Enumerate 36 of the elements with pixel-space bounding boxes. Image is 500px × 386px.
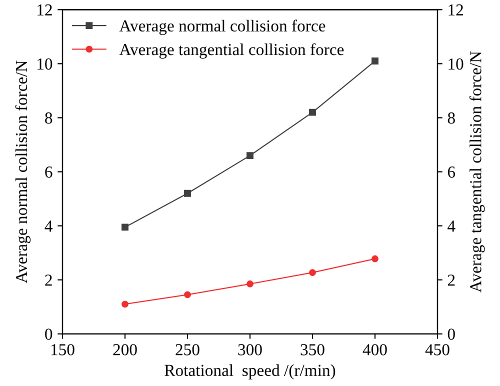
y-tick-label: 2 <box>45 274 52 286</box>
point <box>309 108 316 116</box>
y-tick-label: 10 <box>38 58 52 70</box>
y-axis-title: Average normal collision force/N <box>15 60 31 284</box>
x-tick-label: 300 <box>238 344 262 356</box>
point <box>372 58 378 64</box>
x-tick-label: 450 <box>425 344 450 356</box>
x-tick-label: 350 <box>300 344 324 356</box>
x-axis-title: Rotational speed /(r/min) <box>164 364 336 380</box>
point <box>246 280 254 288</box>
legend-label: Average normal collision force <box>119 20 326 35</box>
y2-tick-label: 0 <box>448 328 455 340</box>
y-tick-label: 8 <box>45 112 52 124</box>
y-tick-label: 0 <box>45 328 52 340</box>
y2-axis-title: Average tangential collision force/N <box>469 51 485 292</box>
y2-tick-label: 10 <box>448 58 464 70</box>
x-tick-label: 250 <box>176 344 200 356</box>
y2-tick-label: 4 <box>448 220 456 232</box>
y2-tick-label: 12 <box>448 4 463 16</box>
y-tick-label: 12 <box>38 4 52 16</box>
y2-tick-label: 2 <box>448 274 455 286</box>
point <box>372 255 378 262</box>
legend-label: Average tangential collision force <box>119 43 344 59</box>
x-tick-label: 200 <box>113 344 137 356</box>
y-tick-label: 4 <box>44 220 53 232</box>
point <box>122 224 128 231</box>
x-tick-label: 400 <box>362 344 387 356</box>
point <box>246 152 254 160</box>
y2-tick-label: 8 <box>448 112 455 124</box>
point <box>122 300 128 308</box>
point <box>184 291 191 298</box>
x-tick-label: 150 <box>51 344 74 356</box>
point <box>309 269 316 276</box>
point <box>184 190 191 197</box>
y-tick-label: 6 <box>45 166 52 178</box>
y2-tick-label: 6 <box>448 166 456 178</box>
